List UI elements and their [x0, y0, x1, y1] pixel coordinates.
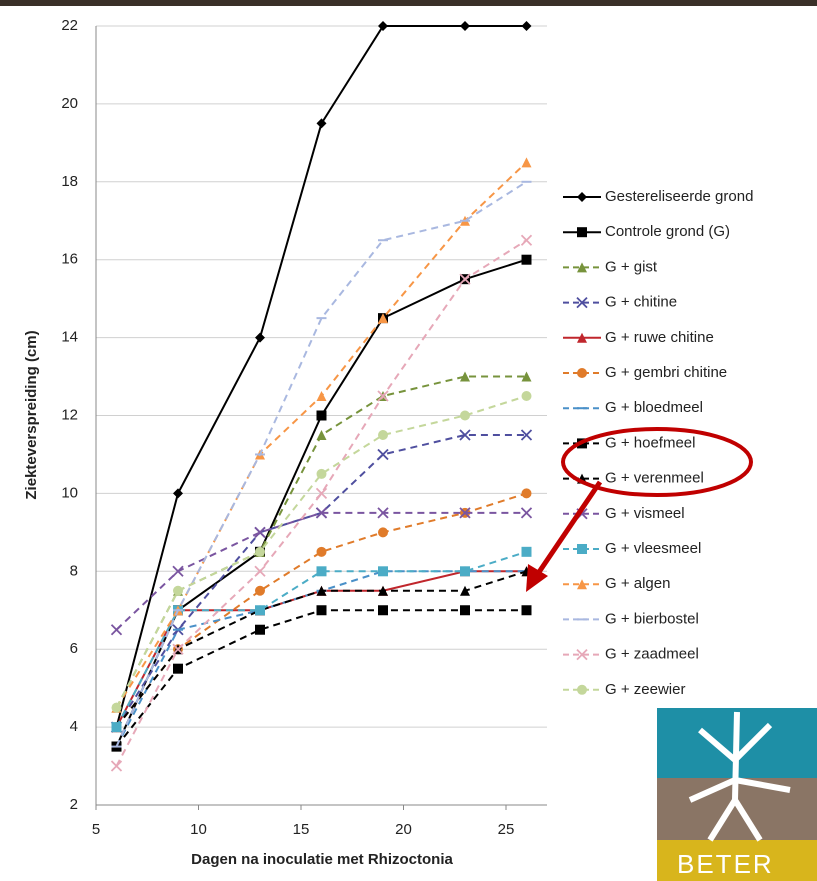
legend-label: G + hoefmeel — [605, 434, 695, 451]
marker — [173, 664, 183, 674]
y-tick-label: 12 — [61, 406, 78, 423]
marker — [577, 227, 587, 237]
marker — [317, 566, 327, 576]
marker — [173, 586, 183, 596]
legend-label: G + gist — [605, 258, 658, 275]
legend-label: G + ruwe chitine — [605, 329, 714, 346]
marker — [522, 488, 532, 498]
marker — [378, 527, 388, 537]
series-line — [117, 377, 527, 708]
marker — [255, 333, 265, 343]
marker — [378, 430, 388, 440]
y-tick-label: 18 — [61, 173, 78, 190]
x-tick-label: 15 — [293, 821, 310, 838]
legend-label: G + algen — [605, 575, 670, 592]
series-line — [117, 182, 527, 747]
marker — [173, 488, 183, 498]
logo: BETER — [657, 708, 817, 881]
marker — [522, 547, 532, 557]
marker — [112, 761, 122, 771]
x-tick-label: 5 — [92, 821, 100, 838]
legend-label: G + vismeel — [605, 505, 685, 522]
marker — [460, 586, 470, 596]
marker — [378, 449, 388, 459]
x-tick-label: 20 — [395, 821, 412, 838]
marker — [317, 118, 327, 128]
marker — [317, 547, 327, 557]
y-axis-title: Ziekteverspreiding (cm) — [23, 330, 40, 499]
marker — [577, 368, 587, 378]
marker — [577, 544, 587, 554]
y-tick-label: 20 — [61, 95, 78, 112]
marker — [460, 605, 470, 615]
marker — [317, 391, 327, 401]
series-line — [117, 552, 527, 727]
series-line — [117, 571, 527, 746]
y-tick-label: 4 — [70, 718, 78, 735]
marker — [577, 192, 587, 202]
marker — [255, 586, 265, 596]
marker — [112, 722, 122, 732]
marker — [522, 605, 532, 615]
legend-label: G + zaadmeel — [605, 646, 699, 663]
legend-label: G + chitine — [605, 294, 677, 311]
marker — [522, 21, 532, 31]
marker — [255, 625, 265, 635]
marker — [577, 685, 587, 695]
y-tick-label: 10 — [61, 484, 78, 501]
arrow-shaft — [535, 482, 600, 578]
legend-label: G + gembri chitine — [605, 364, 727, 381]
marker — [317, 411, 327, 421]
legend-label: G + zeewier — [605, 681, 685, 698]
marker — [522, 508, 532, 518]
legend-label: G + verenmeel — [605, 470, 704, 487]
x-axis-title: Dagen na inoculatie met Rhizoctonia — [191, 851, 453, 868]
marker — [378, 566, 388, 576]
arrow-head — [526, 564, 548, 592]
y-tick-label: 22 — [61, 17, 78, 34]
marker — [460, 566, 470, 576]
marker — [317, 430, 327, 440]
marker — [255, 547, 265, 557]
marker — [460, 411, 470, 421]
top-edge — [0, 0, 817, 6]
marker — [255, 605, 265, 615]
marker — [522, 255, 532, 265]
legend-label: G + bloedmeel — [605, 399, 703, 416]
y-tick-label: 16 — [61, 251, 78, 268]
logo-text: BETER — [677, 849, 774, 879]
marker — [255, 527, 265, 537]
marker — [378, 605, 388, 615]
marker — [522, 391, 532, 401]
x-tick-label: 25 — [498, 821, 515, 838]
marker — [522, 157, 532, 167]
y-tick-label: 2 — [70, 796, 78, 813]
marker — [460, 21, 470, 31]
chart: Dagen na inoculatie met Rhizoctonia Ziek… — [0, 0, 817, 881]
legend-label: Gestereliseerde grond — [605, 188, 753, 205]
y-tick-label: 8 — [70, 562, 78, 579]
y-tick-label: 14 — [61, 329, 78, 346]
legend-label: Controle grond (G) — [605, 223, 730, 240]
marker — [112, 625, 122, 635]
y-tick-label: 6 — [70, 640, 78, 657]
legend-label: G + vleesmeel — [605, 540, 701, 557]
marker — [317, 605, 327, 615]
marker — [378, 21, 388, 31]
marker — [317, 469, 327, 479]
x-tick-label: 10 — [190, 821, 207, 838]
marker — [522, 235, 532, 245]
marker — [112, 703, 122, 713]
legend-label: G + bierbostel — [605, 610, 699, 627]
